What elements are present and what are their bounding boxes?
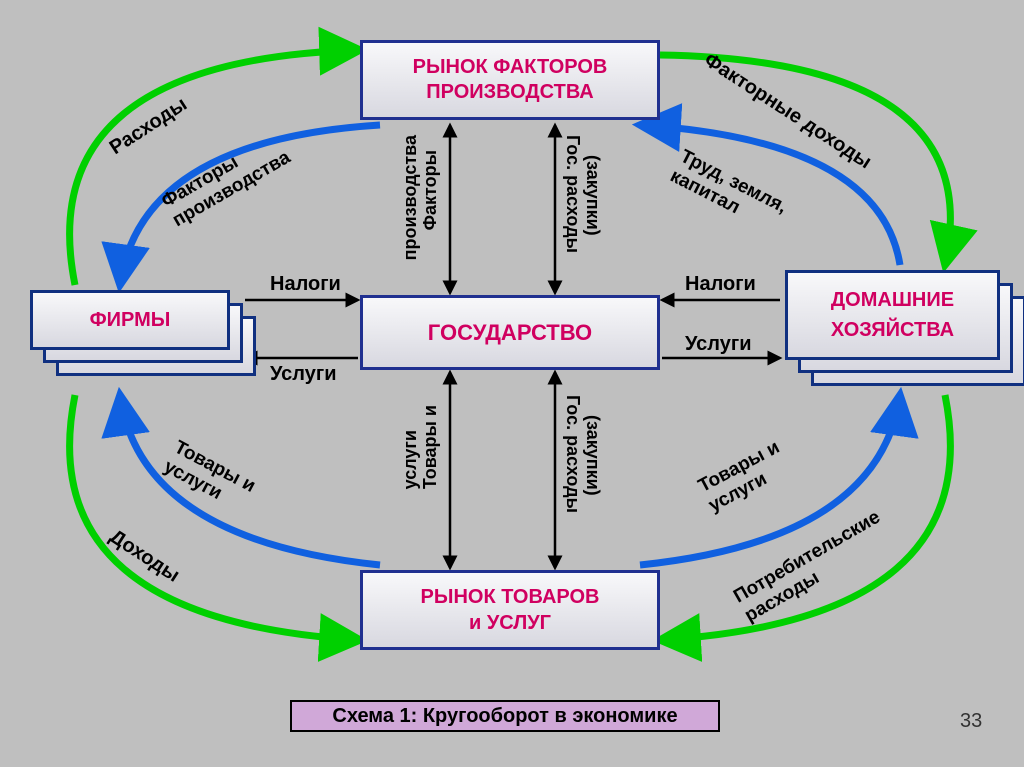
node-government-label: ГОСУДАРСТВО bbox=[428, 320, 592, 346]
label-uslugi-right: Услуги bbox=[685, 333, 752, 356]
label-outer-bl: Доходы bbox=[105, 525, 183, 587]
label-inner-br: Товары и услуги bbox=[695, 437, 794, 517]
node-goods-market: РЫНОК ТОВАРОВ и УСЛУГ bbox=[360, 570, 660, 650]
node-factor-market: РЫНОК ФАКТОРОВ ПРОИЗВОДСТВА bbox=[360, 40, 660, 120]
node-government: ГОСУДАРСТВО bbox=[360, 295, 660, 370]
label-nalogi-left: Налоги bbox=[270, 273, 341, 296]
node-households-label: ДОМАШНИЕ ХОЗЯЙСТВА bbox=[831, 285, 954, 345]
label-inner-bl: Товары и услуги bbox=[160, 437, 259, 517]
node-firms-label: ФИРМЫ bbox=[90, 309, 171, 332]
label-outer-tr: Факторные доходы bbox=[699, 49, 875, 174]
label-outer-br: Потребительские расходы bbox=[730, 507, 895, 628]
caption-bar: Схема 1: Кругооборот в экономике bbox=[290, 700, 720, 732]
label-v-tovary: Товары и bbox=[420, 405, 441, 489]
label-v-uslugi: услуги bbox=[400, 430, 421, 489]
label-v-proizv: производства bbox=[400, 135, 421, 260]
label-inner-tr: Труд, земля, капитал bbox=[666, 146, 790, 238]
label-nalogi-right: Налоги bbox=[685, 273, 756, 296]
label-uslugi-left: Услуги bbox=[270, 363, 337, 386]
label-v-zakupki-top: (закупки) bbox=[582, 155, 603, 236]
node-goods-market-label: РЫНОК ТОВАРОВ и УСЛУГ bbox=[421, 584, 600, 636]
page-number: 33 bbox=[960, 710, 982, 733]
caption-text: Схема 1: Кругооборот в экономике bbox=[332, 705, 677, 728]
node-factor-market-label: РЫНОК ФАКТОРОВ ПРОИЗВОДСТВА bbox=[413, 55, 608, 105]
label-v-faktory: Факторы bbox=[420, 150, 441, 230]
label-v-gos-bot: Гос. расходы bbox=[562, 395, 583, 513]
node-households: ДОМАШНИЕ ХОЗЯЙСТВА bbox=[785, 270, 1000, 360]
node-firms: ФИРМЫ bbox=[30, 290, 230, 350]
label-v-gos-top: Гос. расходы bbox=[562, 135, 583, 253]
label-v-zakupki-bot: (закупки) bbox=[582, 415, 603, 496]
diagram-stage: { "type": "flowchart", "canvas": { "widt… bbox=[0, 0, 1024, 767]
label-outer-tl: Расходы bbox=[106, 93, 192, 160]
label-inner-tl: Факторы производства bbox=[158, 128, 294, 232]
